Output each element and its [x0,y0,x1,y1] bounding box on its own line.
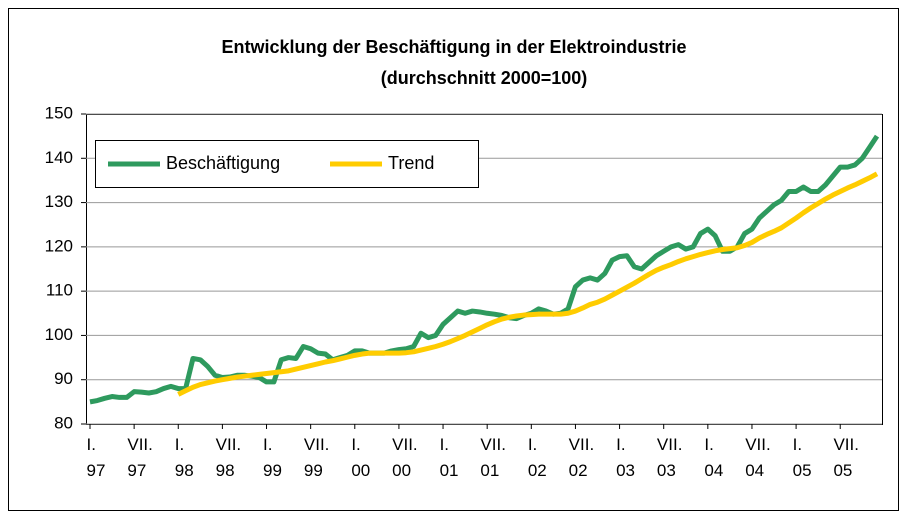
x-tick-label: I. 02 [527,435,547,480]
x-tick-label: I. 99 [263,435,282,480]
x-tick-label: VII. 00 [392,435,418,480]
x-tick-label: I. 00 [351,435,371,480]
y-tick-label: 120 [45,236,73,255]
y-tick-label: 110 [46,281,73,300]
y-tick-label: 130 [45,192,73,211]
legend-label: Trend [388,153,434,173]
y-tick-label: 140 [45,148,73,167]
x-tick-label: VII. 04 [745,435,771,480]
x-tick-label: VII. 01 [480,435,506,480]
x-tick-label: I. 04 [704,435,724,480]
x-tick-label: VII. 97 [127,435,153,480]
chart-subtitle: (durchschnitt 2000=100) [381,68,588,88]
chart-title: Entwicklung der Beschäftigung in der Ele… [221,37,686,57]
x-tick-label: VII. 02 [568,435,595,480]
legend-label: Beschäftigung [166,153,280,173]
series-line [89,134,880,405]
y-tick-label: 150 [45,103,73,122]
x-tick-label: VII. 99 [303,435,330,480]
x-tick-label: I. 97 [86,435,106,480]
x-tick-label: VII. 03 [656,435,683,480]
x-tick-label: I. 01 [439,435,459,480]
x-tick-label: VII. 05 [833,435,859,480]
x-tick-label: I. 03 [616,435,636,480]
y-tick-label: 100 [45,325,73,344]
x-tick-label: VII. 98 [215,435,242,480]
x-tick-label: I. 05 [792,435,812,480]
y-tick-label: 80 [54,413,73,432]
series-line [177,171,879,397]
y-tick-label: 90 [54,369,73,388]
x-tick-label: I. 98 [174,435,194,480]
chart-frame [8,8,899,511]
